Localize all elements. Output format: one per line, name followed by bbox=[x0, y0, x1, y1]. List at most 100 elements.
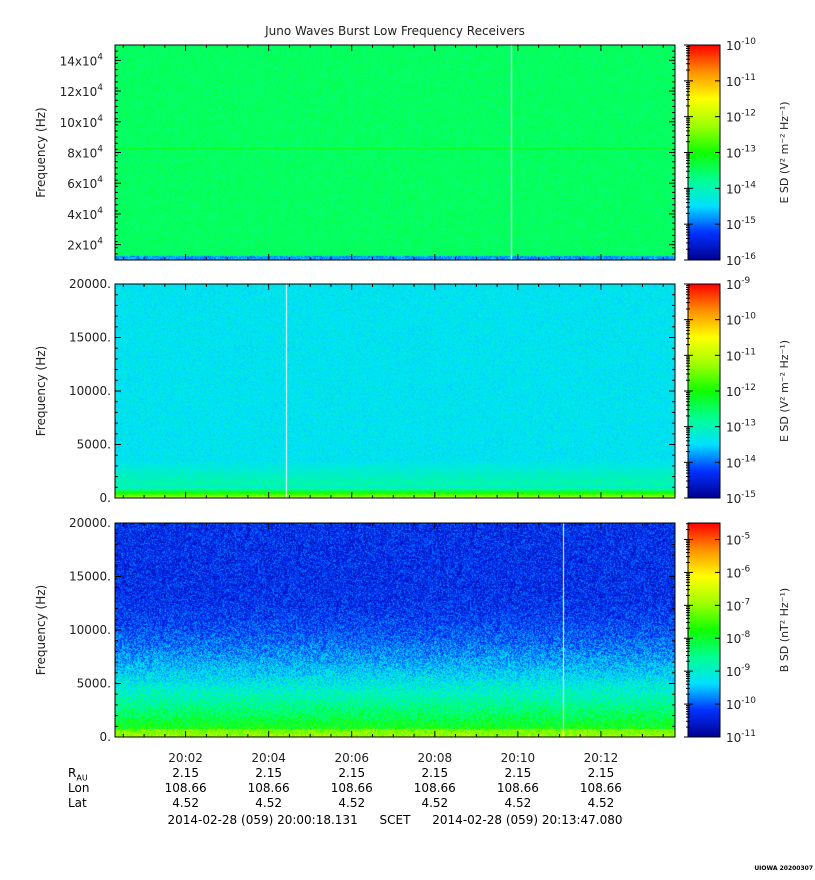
y-tick-label: 8x104 bbox=[67, 145, 103, 161]
y-tick-label: 15000. bbox=[69, 331, 111, 345]
eph-value: 108.66 bbox=[330, 781, 373, 795]
chart-title: Juno Waves Burst Low Frequency Receivers bbox=[265, 24, 525, 38]
colorbar-tick-label: 10-10 bbox=[726, 37, 756, 53]
x-tick-label: 20:06 bbox=[334, 751, 369, 765]
colorbar-tick-label: 10-14 bbox=[726, 180, 756, 196]
eph-value: 2.15 bbox=[338, 766, 366, 780]
eph-r-label: RAU bbox=[68, 766, 88, 783]
colorbar-tick-exponent: -15 bbox=[741, 216, 756, 226]
y-tick-exponent: 4 bbox=[97, 206, 103, 216]
y-tick-label: 12x104 bbox=[60, 83, 104, 99]
colorbar-tick-exponent: -11 bbox=[741, 347, 756, 357]
footer-start: 2014-02-28 (059) 20:00:18.131 bbox=[167, 813, 358, 827]
eph-value: 108.66 bbox=[413, 781, 456, 795]
y-tick-label: 5000. bbox=[77, 438, 111, 452]
y-axis-label: Frequency (Hz) bbox=[34, 346, 48, 437]
colorbar-top bbox=[687, 44, 721, 261]
y-tick-label: 6x104 bbox=[67, 175, 103, 191]
x-tick-label: 20:04 bbox=[251, 751, 286, 765]
colorbar-tick-exponent: -9 bbox=[741, 276, 750, 286]
eph-value: 2.15 bbox=[421, 766, 449, 780]
colorbar-tick-exponent: -6 bbox=[741, 564, 750, 574]
eph-value: 108.66 bbox=[496, 781, 539, 795]
eph-value: 4.52 bbox=[421, 796, 449, 810]
colorbar-tick-label: 10-9 bbox=[726, 663, 751, 679]
colorbar-tick-label: 10-13 bbox=[726, 145, 756, 161]
colorbar-tick-label: 10-11 bbox=[726, 729, 756, 745]
eph-row-lat: Lat 4.52 4.52 4.52 4.52 4.52 4.52 bbox=[0, 796, 815, 811]
scet-footer: 2014-02-28 (059) 20:00:18.131 SCET 2014-… bbox=[0, 813, 790, 827]
eph-value: 4.52 bbox=[504, 796, 532, 810]
colorbar-tick-label: 10-16 bbox=[726, 252, 756, 268]
footer-label: SCET bbox=[379, 813, 411, 827]
y-tick-exponent: 4 bbox=[97, 52, 103, 62]
colorbar-tick-exponent: -7 bbox=[741, 597, 750, 607]
y-tick-label: 10x104 bbox=[60, 114, 104, 130]
spectrogram-bottom bbox=[115, 523, 675, 737]
y-axis-label: Frequency (Hz) bbox=[34, 585, 48, 676]
colorbar-bottom bbox=[687, 522, 721, 738]
y-tick-exponent: 4 bbox=[97, 175, 103, 185]
eph-value: 4.52 bbox=[587, 796, 615, 810]
spectrogram-middle bbox=[115, 284, 675, 498]
colorbar-tick-exponent: -9 bbox=[741, 663, 750, 673]
colorbar-tick-label: 10-7 bbox=[726, 597, 750, 613]
colorbar-tick-label: 10-14 bbox=[726, 454, 756, 470]
colorbar-tick-label: 10-9 bbox=[726, 276, 751, 292]
colorbar-tick-exponent: -13 bbox=[741, 145, 756, 155]
colorbar-tick-exponent: -10 bbox=[741, 37, 756, 47]
y-tick-exponent: 4 bbox=[97, 114, 103, 124]
colorbar-tick-label: 10-15 bbox=[726, 216, 756, 232]
colorbar-tick-label: 10-5 bbox=[726, 531, 750, 547]
y-axis-label: Frequency (Hz) bbox=[34, 107, 48, 198]
colorbar-tick-label: 10-10 bbox=[726, 696, 756, 712]
y-tick-label: 14x104 bbox=[60, 52, 104, 68]
y-tick-exponent: 4 bbox=[97, 145, 103, 155]
y-tick-label: 15000. bbox=[69, 570, 111, 584]
eph-value: 4.52 bbox=[255, 796, 283, 810]
y-tick-exponent: 4 bbox=[97, 83, 103, 93]
colorbar-tick-label: 10-8 bbox=[726, 630, 751, 646]
y-tick-label: 10000. bbox=[69, 623, 111, 637]
y-tick-label: 20000. bbox=[69, 277, 111, 291]
x-tick-label: 20:12 bbox=[584, 751, 619, 765]
y-tick-label: 2x104 bbox=[67, 237, 103, 253]
y-tick-label: 4x104 bbox=[67, 206, 103, 222]
colorbar-middle bbox=[687, 283, 721, 499]
colorbar-tick-exponent: -16 bbox=[741, 252, 756, 262]
x-tick-label: 20:08 bbox=[418, 751, 453, 765]
colorbar-tick-label: 10-12 bbox=[726, 109, 756, 125]
y-tick-label: 0. bbox=[100, 491, 111, 505]
eph-lat-label: Lat bbox=[68, 796, 87, 810]
colorbar-tick-exponent: -13 bbox=[741, 419, 756, 429]
eph-row-lon: Lon 108.66 108.66 108.66 108.66 108.66 108.66 bbox=[0, 781, 815, 796]
eph-value: 2.15 bbox=[172, 766, 199, 780]
footer-end: 2014-02-28 (059) 20:13:47.080 bbox=[432, 813, 623, 827]
colorbar-tick-exponent: -12 bbox=[741, 109, 756, 119]
x-tick-label: 20:10 bbox=[501, 751, 536, 765]
y-tick-label: 0. bbox=[100, 730, 111, 744]
eph-value: 108.66 bbox=[247, 781, 290, 795]
eph-value: 2.15 bbox=[504, 766, 532, 780]
colorbar-tick-label: 10-11 bbox=[726, 73, 756, 89]
eph-row-r: RAU 2.15 2.15 2.15 2.15 2.15 2.15 bbox=[0, 766, 815, 783]
colorbar-label: B SD (nT² Hz⁻¹) bbox=[778, 588, 791, 672]
colorbar-tick-exponent: -8 bbox=[741, 630, 750, 640]
uiowa-stamp: UIOWA 20200307 bbox=[754, 865, 813, 872]
spectrogram-top bbox=[115, 45, 675, 260]
y-tick-label: 10000. bbox=[69, 384, 111, 398]
y-tick-label: 5000. bbox=[77, 677, 111, 691]
eph-value: 4.52 bbox=[172, 796, 199, 810]
colorbar-tick-label: 10-15 bbox=[726, 490, 756, 506]
colorbar-label: E SD (V² m⁻² Hz⁻¹) bbox=[778, 101, 791, 203]
eph-value: 4.52 bbox=[338, 796, 366, 810]
eph-value: 108.66 bbox=[164, 781, 207, 795]
colorbar-tick-exponent: -11 bbox=[741, 729, 756, 739]
colorbar-tick-exponent: -12 bbox=[741, 383, 756, 393]
eph-value: 108.66 bbox=[579, 781, 622, 795]
colorbar-tick-exponent: -14 bbox=[741, 180, 756, 190]
colorbar-tick-exponent: -15 bbox=[741, 490, 756, 500]
eph-value: 2.15 bbox=[587, 766, 615, 780]
colorbar-label: E SD (V² m⁻² Hz⁻¹) bbox=[778, 340, 791, 442]
